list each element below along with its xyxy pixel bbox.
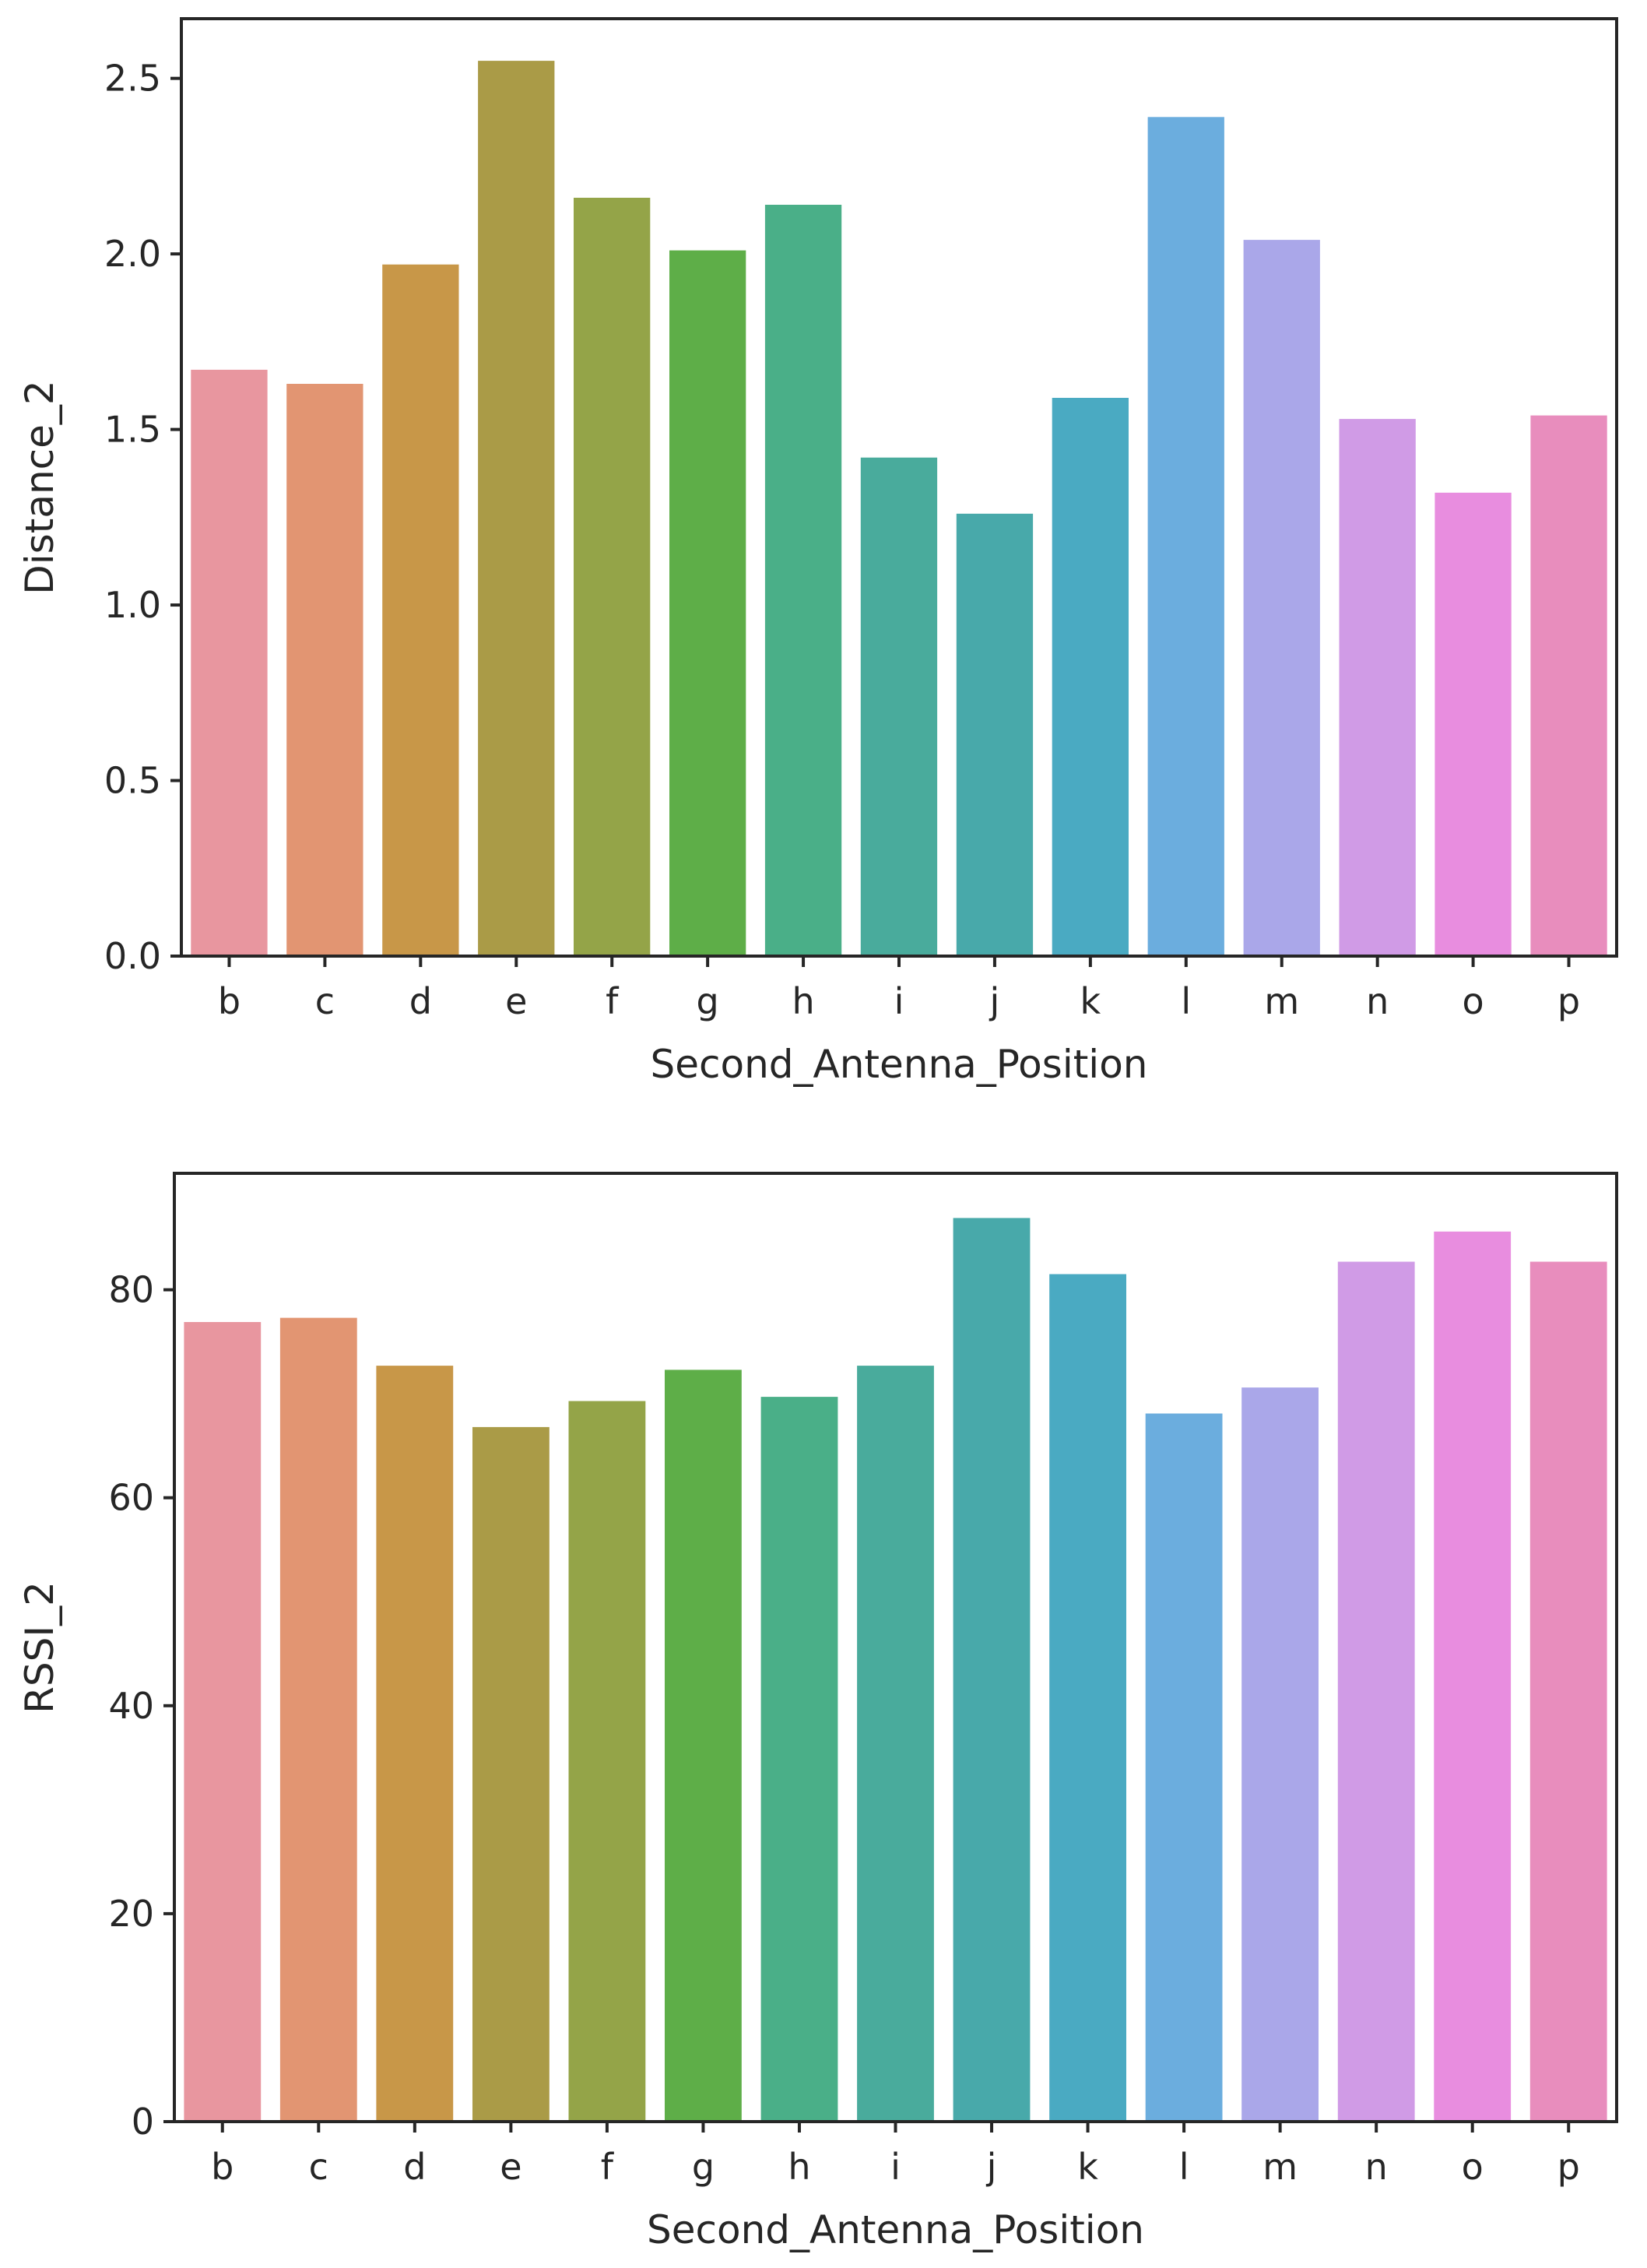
distance-x-axis-title: Second_Antenna_Position <box>651 1042 1148 1087</box>
rssi-xtick-label: e <box>500 2146 521 2188</box>
rssi-xtick-label: k <box>1077 2146 1098 2188</box>
distance-bar-d <box>382 264 459 956</box>
distance-bar-f <box>574 198 651 956</box>
rssi-bar-h <box>760 1397 838 2122</box>
distance-xtick-label: m <box>1264 980 1299 1022</box>
distance-y-axis-title: Distance_2 <box>17 380 62 594</box>
distance-ytick-label: 1.5 <box>104 409 161 451</box>
distance-bar-o <box>1435 492 1512 956</box>
distance-bar-j <box>956 513 1034 956</box>
rssi-bar-f <box>568 1401 646 2122</box>
distance-ytick-label: 0.5 <box>104 760 161 802</box>
rssi-bar-p <box>1529 1261 1607 2122</box>
distance-xtick-label: l <box>1181 980 1191 1022</box>
rssi-bar-m <box>1241 1387 1319 2122</box>
rssi-xtick-label: f <box>601 2146 615 2188</box>
rssi-bar-k <box>1049 1274 1126 2122</box>
distance-chart: b c d e f g h i j k l m n o p 0.0 0.5 1.0 1.5 2.0 2.5 Second_… <box>17 17 1618 1087</box>
rssi-xtick-label: o <box>1462 2146 1484 2188</box>
rssi-xtick-label: m <box>1262 2146 1298 2188</box>
rssi-bar-e <box>472 1426 550 2122</box>
distance-bar-g <box>669 250 746 957</box>
distance-xtick-label: g <box>697 980 719 1022</box>
distance-xtick-label: c <box>315 980 335 1022</box>
rssi-bar-c <box>279 1317 357 2122</box>
distance-bar-n <box>1339 419 1416 956</box>
rssi-xtick-label: h <box>788 2146 810 2188</box>
distance-bar-b <box>191 369 268 956</box>
rssi-bar-d <box>376 1366 454 2122</box>
rssi-ytick-label: 40 <box>108 1685 154 1727</box>
distance-xtick-label: j <box>989 980 1000 1022</box>
distance-ytick-label: 2.0 <box>104 233 161 275</box>
distance-bar-k <box>1052 398 1129 956</box>
rssi-y-axis-title: RSSI_2 <box>17 1581 62 1714</box>
distance-xtick-label: o <box>1463 980 1484 1022</box>
distance-xtick-label: d <box>409 980 432 1022</box>
rssi-xtick-label: n <box>1365 2146 1388 2188</box>
rssi-bar-l <box>1145 1413 1223 2122</box>
rssi-xtick-label: c <box>309 2146 328 2188</box>
distance-ytick-label: 0.0 <box>104 935 161 977</box>
rssi-x-axis-title: Second_Antenna_Position <box>647 2207 1144 2252</box>
rssi-xtick-label: b <box>211 2146 234 2188</box>
distance-ytick-label: 2.5 <box>104 58 161 100</box>
distance-xtick-label: i <box>894 980 904 1022</box>
rssi-xtick-label: d <box>403 2146 426 2188</box>
distance-ytick-label: 1.0 <box>104 584 161 626</box>
distance-bar-h <box>764 205 842 956</box>
rssi-ytick-label: 60 <box>108 1477 154 1519</box>
rssi-bar-b <box>184 1322 262 2122</box>
rssi-bar-o <box>1434 1231 1512 2122</box>
rssi-chart: b c d e f g h i j k l m n o p 0 20 40 60 80 Second_Antenna_P… <box>17 1172 1618 2252</box>
rssi-bar-j <box>953 1218 1031 2122</box>
rssi-xtick-label: j <box>986 2146 997 2188</box>
rssi-xtick-label: p <box>1557 2146 1580 2188</box>
distance-bar-m <box>1243 240 1320 957</box>
rssi-ytick-label: 80 <box>108 1269 154 1311</box>
distance-xtick-label: p <box>1557 980 1580 1022</box>
distance-xtick-label: h <box>792 980 814 1022</box>
rssi-xtick-label: g <box>692 2146 715 2188</box>
rssi-bar-g <box>665 1370 742 2122</box>
rssi-xtick-label: l <box>1179 2146 1189 2188</box>
distance-xtick-label: k <box>1080 980 1101 1022</box>
rssi-xtick-label: i <box>890 2146 901 2188</box>
rssi-ytick-label: 20 <box>108 1893 154 1935</box>
distance-xtick-label: f <box>606 980 620 1022</box>
distance-xtick-label: n <box>1366 980 1389 1022</box>
distance-bar-i <box>860 457 938 956</box>
distance-bar-c <box>286 384 363 956</box>
distance-xtick-label: e <box>505 980 527 1022</box>
rssi-bar-i <box>857 1366 934 2122</box>
distance-bar-e <box>478 61 555 957</box>
distance-bar-p <box>1530 415 1607 956</box>
rssi-bar-n <box>1337 1261 1415 2122</box>
distance-xtick-label: b <box>218 980 241 1022</box>
distance-bar-l <box>1147 117 1224 956</box>
rssi-ytick-label: 0 <box>132 2101 154 2143</box>
